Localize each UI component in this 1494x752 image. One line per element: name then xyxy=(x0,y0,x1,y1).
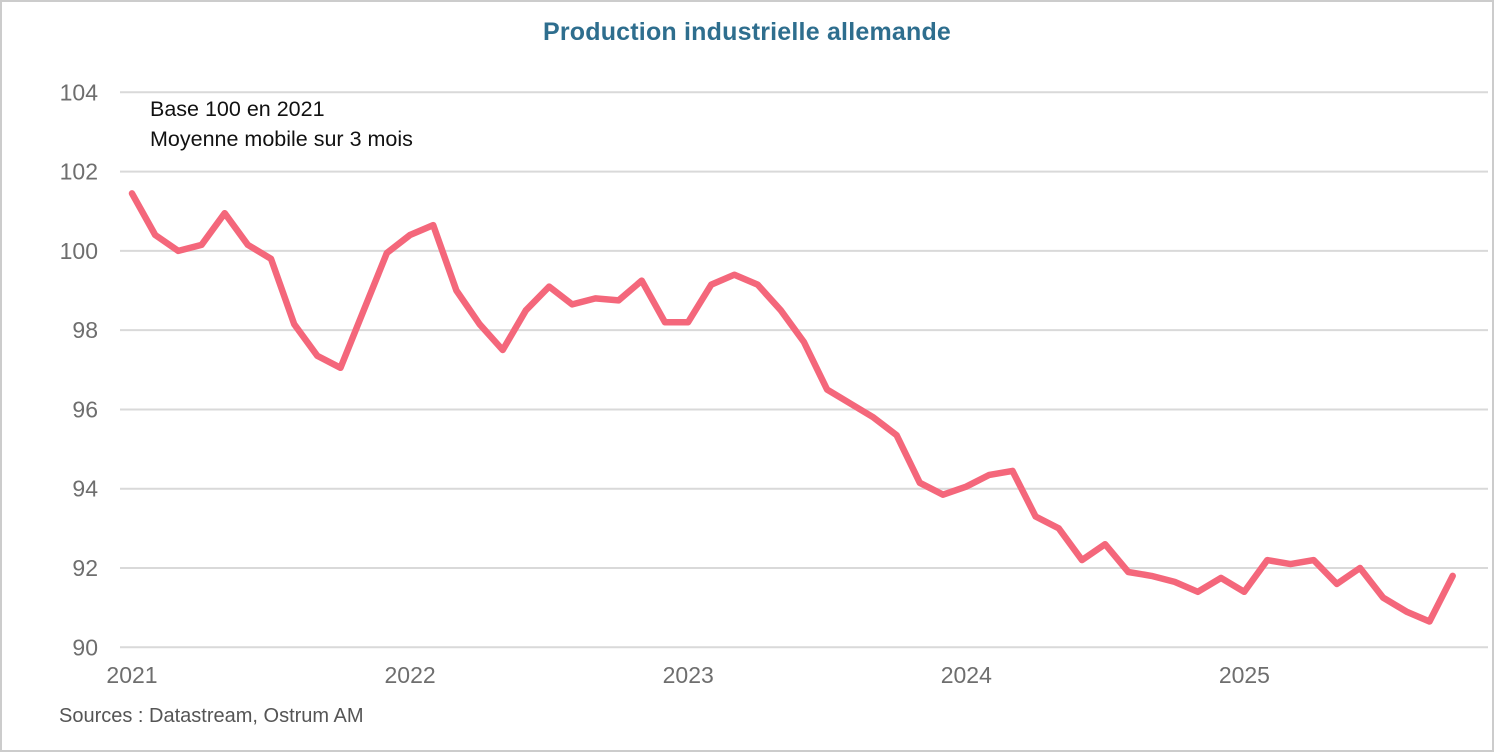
x-tick-label: 2023 xyxy=(663,662,714,688)
annotation-line-2: Moyenne mobile sur 3 mois xyxy=(150,127,413,151)
source-note: Sources : Datastream, Ostrum AM xyxy=(59,705,364,727)
x-tick-label: 2021 xyxy=(106,662,157,688)
y-tick-label: 92 xyxy=(72,555,98,581)
y-tick-label: 98 xyxy=(72,317,98,343)
y-tick-label: 104 xyxy=(60,79,99,105)
y-tick-label: 90 xyxy=(72,634,98,660)
chart-title: Production industrielle allemande xyxy=(542,18,952,46)
y-tick-label: 96 xyxy=(72,396,98,422)
x-tick-label: 2025 xyxy=(1219,662,1270,688)
x-tick-label: 2022 xyxy=(385,662,436,688)
series-line-production xyxy=(128,190,1456,625)
y-tick-label: 102 xyxy=(60,159,98,185)
y-tick-label: 100 xyxy=(60,238,98,264)
chart-annotation: Base 100 en 2021 Moyenne mobile sur 3 mo… xyxy=(150,94,413,154)
annotation-line-1: Base 100 en 2021 xyxy=(150,97,325,121)
y-tick-label: 94 xyxy=(72,476,98,502)
x-tick-label: 2024 xyxy=(941,662,992,688)
